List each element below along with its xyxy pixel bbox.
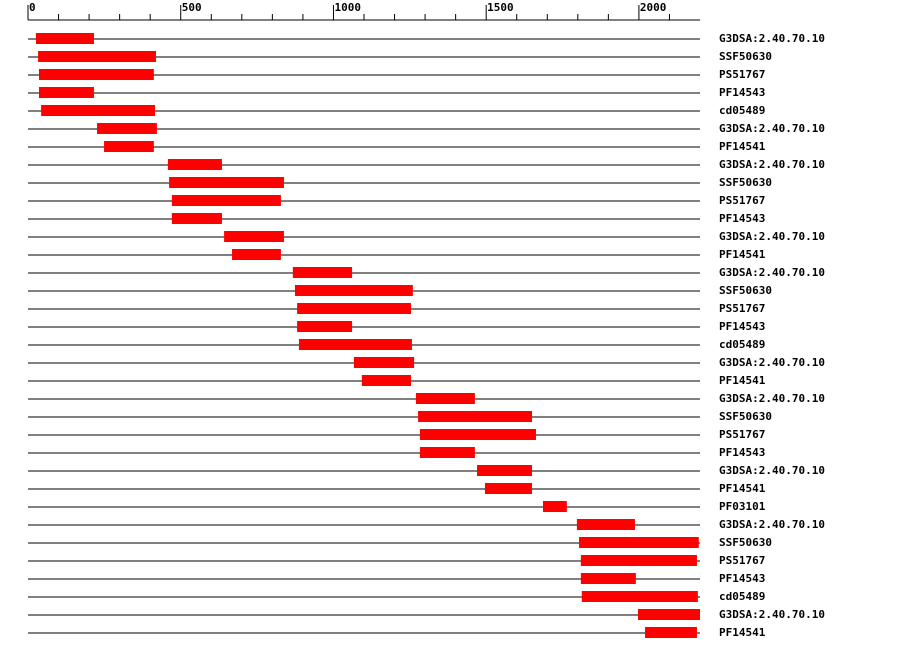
row-label: PF14543 [719, 212, 765, 225]
row-label: G3DSA:2.40.70.10 [719, 392, 825, 405]
domain-bar [292, 267, 353, 278]
row-label: PF14541 [719, 140, 766, 153]
domain-bar [419, 429, 536, 440]
row-label: G3DSA:2.40.70.10 [719, 266, 825, 279]
domain-bar [167, 159, 222, 170]
row-label: G3DSA:2.40.70.10 [719, 122, 825, 135]
domain-bar [169, 177, 284, 188]
row-label: SSF50630 [719, 284, 772, 297]
domain-bar [637, 609, 700, 620]
domain-bar [484, 483, 532, 494]
domain-bar [297, 321, 353, 332]
row-label: cd05489 [719, 104, 765, 117]
x-tick-label: 1000 [334, 1, 361, 14]
domain-bar [97, 123, 157, 134]
row-label: SSF50630 [719, 50, 772, 63]
x-tick-label: 0 [29, 1, 36, 14]
row-label: PF14541 [719, 248, 766, 261]
row-label: PS51767 [719, 68, 765, 81]
row-label: G3DSA:2.40.70.10 [719, 158, 825, 171]
domain-bar [41, 105, 156, 116]
row-label: G3DSA:2.40.70.10 [719, 356, 825, 369]
domain-bar [224, 231, 284, 242]
row-label: PF14543 [719, 572, 765, 585]
domain-bar [418, 411, 532, 422]
domain-bar [580, 573, 636, 584]
domain-bar [576, 519, 635, 530]
domain-bar [361, 375, 412, 386]
row-label: PF14541 [719, 626, 766, 639]
row-label: G3DSA:2.40.70.10 [719, 32, 825, 45]
domain-bar [542, 501, 567, 512]
domain-bar [294, 285, 413, 296]
row-label: G3DSA:2.40.70.10 [719, 464, 825, 477]
row-label: SSF50630 [719, 536, 772, 549]
row-label: PF14541 [719, 482, 766, 495]
row-label: G3DSA:2.40.70.10 [719, 608, 825, 621]
domain-bar [232, 249, 281, 260]
domain-bar [353, 357, 415, 368]
domain-bar [171, 213, 222, 224]
domain-bar [579, 537, 699, 548]
row-label: cd05489 [719, 338, 765, 351]
domain-bar [298, 339, 412, 350]
row-label: PF14543 [719, 320, 765, 333]
domain-bar [415, 393, 475, 404]
domain-bar [35, 33, 94, 44]
row-label: G3DSA:2.40.70.10 [719, 518, 825, 531]
domain-bar [104, 141, 154, 152]
x-tick-label: 2000 [640, 1, 667, 14]
x-tick-label: 1500 [487, 1, 514, 14]
domain-bar [581, 591, 698, 602]
row-label: PS51767 [719, 302, 765, 315]
domain-bar [38, 69, 154, 80]
domain-bar [580, 555, 697, 566]
domain-bar [38, 87, 94, 98]
row-label: PF14541 [719, 374, 766, 387]
row-label: PS51767 [719, 428, 765, 441]
row-label: cd05489 [719, 590, 765, 603]
domain-bar [38, 51, 156, 62]
row-label: SSF50630 [719, 410, 772, 423]
domain-bar [297, 303, 412, 314]
row-label: PF14543 [719, 446, 765, 459]
domain-bar [645, 627, 697, 638]
domain-bar [419, 447, 475, 458]
domain-bar [477, 465, 532, 476]
row-label: PF03101 [719, 500, 766, 513]
row-label: PS51767 [719, 554, 765, 567]
domain-bar [171, 195, 281, 206]
row-label: PS51767 [719, 194, 765, 207]
row-label: G3DSA:2.40.70.10 [719, 230, 825, 243]
x-tick-label: 500 [182, 1, 202, 14]
row-label: SSF50630 [719, 176, 772, 189]
row-label: PF14543 [719, 86, 765, 99]
